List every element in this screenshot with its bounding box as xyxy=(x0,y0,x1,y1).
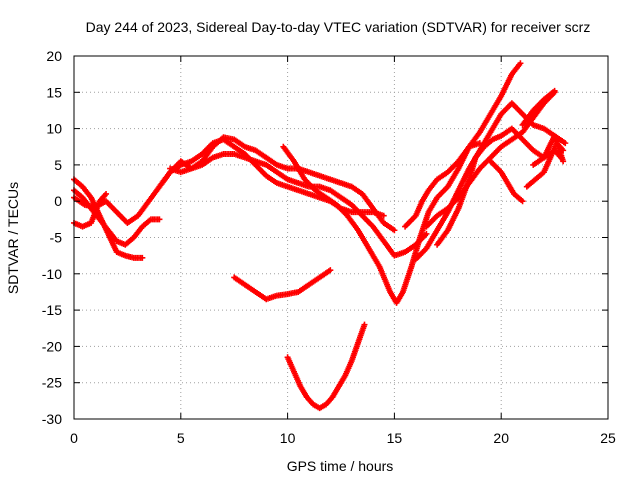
chart-title: Day 244 of 2023, Sidereal Day-to-day VTE… xyxy=(86,19,591,35)
ticks: 0 5 10 15 20 25 20 15 10 5 0 -5 -10 -15 -20 -25 -30 xyxy=(42,48,616,446)
data-point-marker xyxy=(423,230,430,237)
x-tick-label: 5 xyxy=(177,430,185,446)
x-tick-label: 0 xyxy=(70,430,78,446)
data-point-marker xyxy=(391,227,398,234)
data-point-marker xyxy=(519,198,526,205)
series-track xyxy=(280,60,524,306)
data-point-marker xyxy=(380,212,387,219)
series-track xyxy=(71,187,163,248)
series-track xyxy=(487,158,526,205)
y-tick-label: -25 xyxy=(42,375,62,391)
data-point-marker xyxy=(551,87,558,94)
data-point-marker xyxy=(361,321,368,328)
series-track xyxy=(284,321,368,412)
y-axis-label: SDTVAR / TECUs xyxy=(5,182,21,294)
y-tick-label: 10 xyxy=(46,121,62,137)
series-track xyxy=(402,140,483,230)
data-point-marker xyxy=(327,267,334,274)
data-point-marker xyxy=(156,216,163,223)
data-point-marker xyxy=(560,158,567,165)
y-tick-label: -15 xyxy=(42,302,62,318)
data-point-marker xyxy=(562,140,569,147)
y-tick-label: 5 xyxy=(54,157,62,173)
y-tick-label: -5 xyxy=(50,230,63,246)
x-tick-label: 15 xyxy=(387,430,403,446)
x-tick-label: 25 xyxy=(600,430,616,446)
data-point-marker xyxy=(139,254,146,261)
series-track xyxy=(519,87,558,128)
data-layer xyxy=(71,60,569,412)
y-tick-label: 0 xyxy=(54,193,62,209)
y-tick-label: -30 xyxy=(42,411,62,427)
data-point-marker xyxy=(476,140,483,147)
series-track xyxy=(530,132,567,168)
y-tick-label: 15 xyxy=(46,84,62,100)
y-tick-label: 20 xyxy=(46,48,62,64)
y-tick-label: -10 xyxy=(42,266,62,282)
y-tick-label: -20 xyxy=(42,338,62,354)
x-tick-label: 10 xyxy=(280,430,296,446)
x-tick-label: 20 xyxy=(493,430,509,446)
data-point-marker xyxy=(517,60,524,67)
x-axis-label: GPS time / hours xyxy=(287,458,394,474)
series-track xyxy=(231,267,334,303)
data-point-marker xyxy=(103,190,110,197)
